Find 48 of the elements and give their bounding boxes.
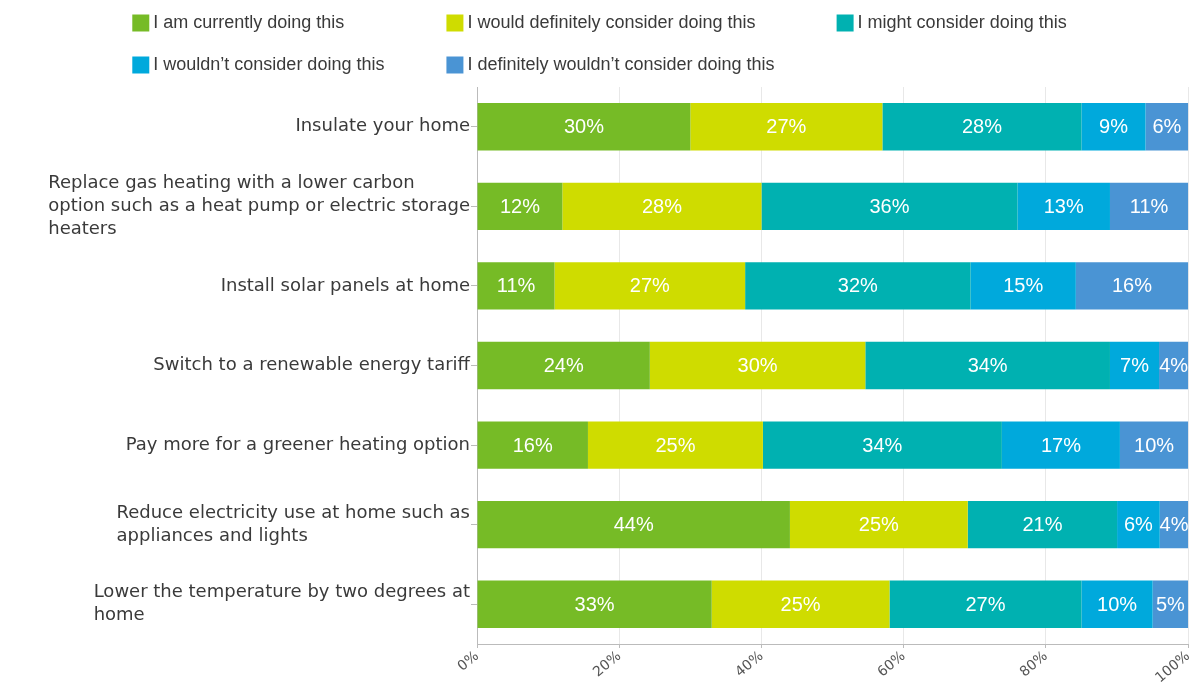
data-label: 10% (1097, 592, 1138, 615)
data-label: 15% (1003, 274, 1044, 297)
data-label: 27% (766, 115, 807, 138)
data-label: 13% (1043, 194, 1084, 217)
data-label: 25% (780, 592, 821, 615)
data-label: 32% (837, 274, 879, 297)
data-label: 4% (1159, 354, 1189, 377)
data-label: 4% (1159, 513, 1189, 536)
data-label: 17% (1040, 433, 1082, 456)
data-label: 28% (961, 115, 1003, 138)
data-label: 33% (574, 592, 615, 615)
data-label: 16% (512, 433, 553, 456)
data-label: 27% (629, 274, 671, 297)
data-label: 10% (1134, 433, 1175, 456)
y-tick-label: Pay more for a greener heating option (125, 432, 470, 454)
data-label: 11% (1129, 194, 1169, 217)
data-label: 30% (737, 354, 778, 377)
data-label: 7% (1120, 354, 1150, 377)
legend-label: I wouldn’t consider doing this (153, 53, 385, 74)
data-label: 44% (613, 513, 654, 536)
data-label: 12% (499, 194, 541, 217)
data-label: 24% (543, 354, 584, 377)
y-tick-label: Lower the temperature by two degrees at home (93, 580, 471, 625)
data-label: 36% (869, 194, 910, 217)
data-label: 5% (1155, 592, 1186, 615)
data-label: 30% (563, 115, 605, 138)
data-label: 34% (967, 354, 1008, 377)
data-label: 34% (862, 433, 903, 456)
y-tick-label: Reduce electricity use at home such as appliances and lights (116, 500, 470, 545)
data-label: 27% (965, 592, 1006, 615)
data-label: 28% (641, 194, 683, 217)
y-tick-label: Replace gas heating with a lower carbon option such as a heat pump or electric storage heaters (48, 171, 470, 239)
legend-label: I would definitely consider doing this (467, 11, 756, 32)
y-tick-label: Install solar panels at home (220, 273, 470, 295)
data-label: 21% (1022, 513, 1063, 536)
legend-label: I definitely wouldn’t consider doing this (467, 53, 775, 74)
data-label: 9% (1099, 115, 1129, 138)
y-tick-label: Insulate your home (295, 114, 471, 136)
data-label: 6% (1152, 115, 1182, 138)
data-label: 11% (496, 274, 536, 297)
data-label: 16% (1112, 274, 1153, 297)
x-tick-label: 0% (453, 647, 482, 674)
y-tick-label: Switch to a renewable energy tariff (153, 353, 471, 375)
data-label: 25% (858, 513, 900, 536)
data-label: 6% (1123, 513, 1154, 536)
legend-label: I might consider doing this (857, 11, 1067, 32)
data-label: 25% (655, 433, 696, 456)
legend-label: I am currently doing this (153, 11, 345, 32)
